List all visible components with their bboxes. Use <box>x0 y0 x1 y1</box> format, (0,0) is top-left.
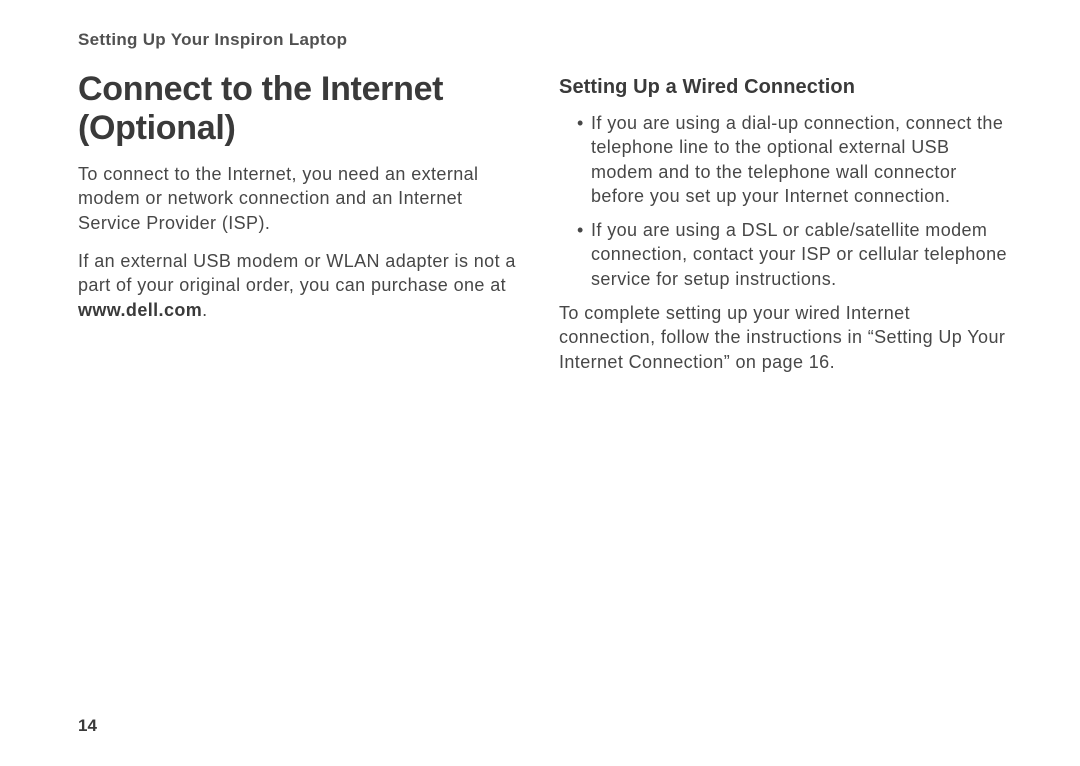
para2-post: . <box>202 300 207 320</box>
running-header: Setting Up Your Inspiron Laptop <box>78 30 1010 50</box>
right-column: Setting Up a Wired Connection If you are… <box>559 70 1010 388</box>
heading-line-1: Connect to the Internet <box>78 70 443 108</box>
dell-url: www.dell.com <box>78 300 202 320</box>
page-number: 14 <box>78 716 97 736</box>
two-column-layout: Connect to the Internet (Optional) To co… <box>78 70 1010 388</box>
list-item: If you are using a DSL or cable/satellit… <box>577 218 1010 291</box>
section-heading: Connect to the Internet (Optional) <box>78 70 529 148</box>
wired-connection-heading: Setting Up a Wired Connection <box>559 76 1010 99</box>
intro-paragraph-1: To connect to the Internet, you need an … <box>78 162 529 235</box>
intro-paragraph-2: If an external USB modem or WLAN adapter… <box>78 249 529 322</box>
bullet-list: If you are using a dial-up connection, c… <box>559 111 1010 291</box>
list-item: If you are using a dial-up connection, c… <box>577 111 1010 208</box>
closing-paragraph: To complete setting up your wired Intern… <box>559 301 1010 374</box>
para2-pre: If an external USB modem or WLAN adapter… <box>78 251 516 295</box>
heading-line-2: (Optional) <box>78 109 236 147</box>
left-column: Connect to the Internet (Optional) To co… <box>78 70 529 388</box>
